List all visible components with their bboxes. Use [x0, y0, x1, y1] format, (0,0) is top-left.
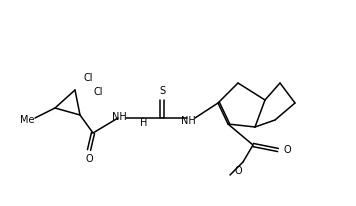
Text: Cl: Cl: [93, 87, 103, 97]
Text: NH: NH: [180, 116, 195, 126]
Text: O: O: [234, 166, 242, 176]
Text: O: O: [85, 154, 93, 164]
Text: Me: Me: [20, 115, 34, 125]
Text: H: H: [140, 118, 148, 128]
Text: O: O: [283, 145, 290, 155]
Text: Cl: Cl: [84, 73, 94, 83]
Text: NH: NH: [112, 112, 126, 122]
Text: S: S: [159, 86, 165, 96]
